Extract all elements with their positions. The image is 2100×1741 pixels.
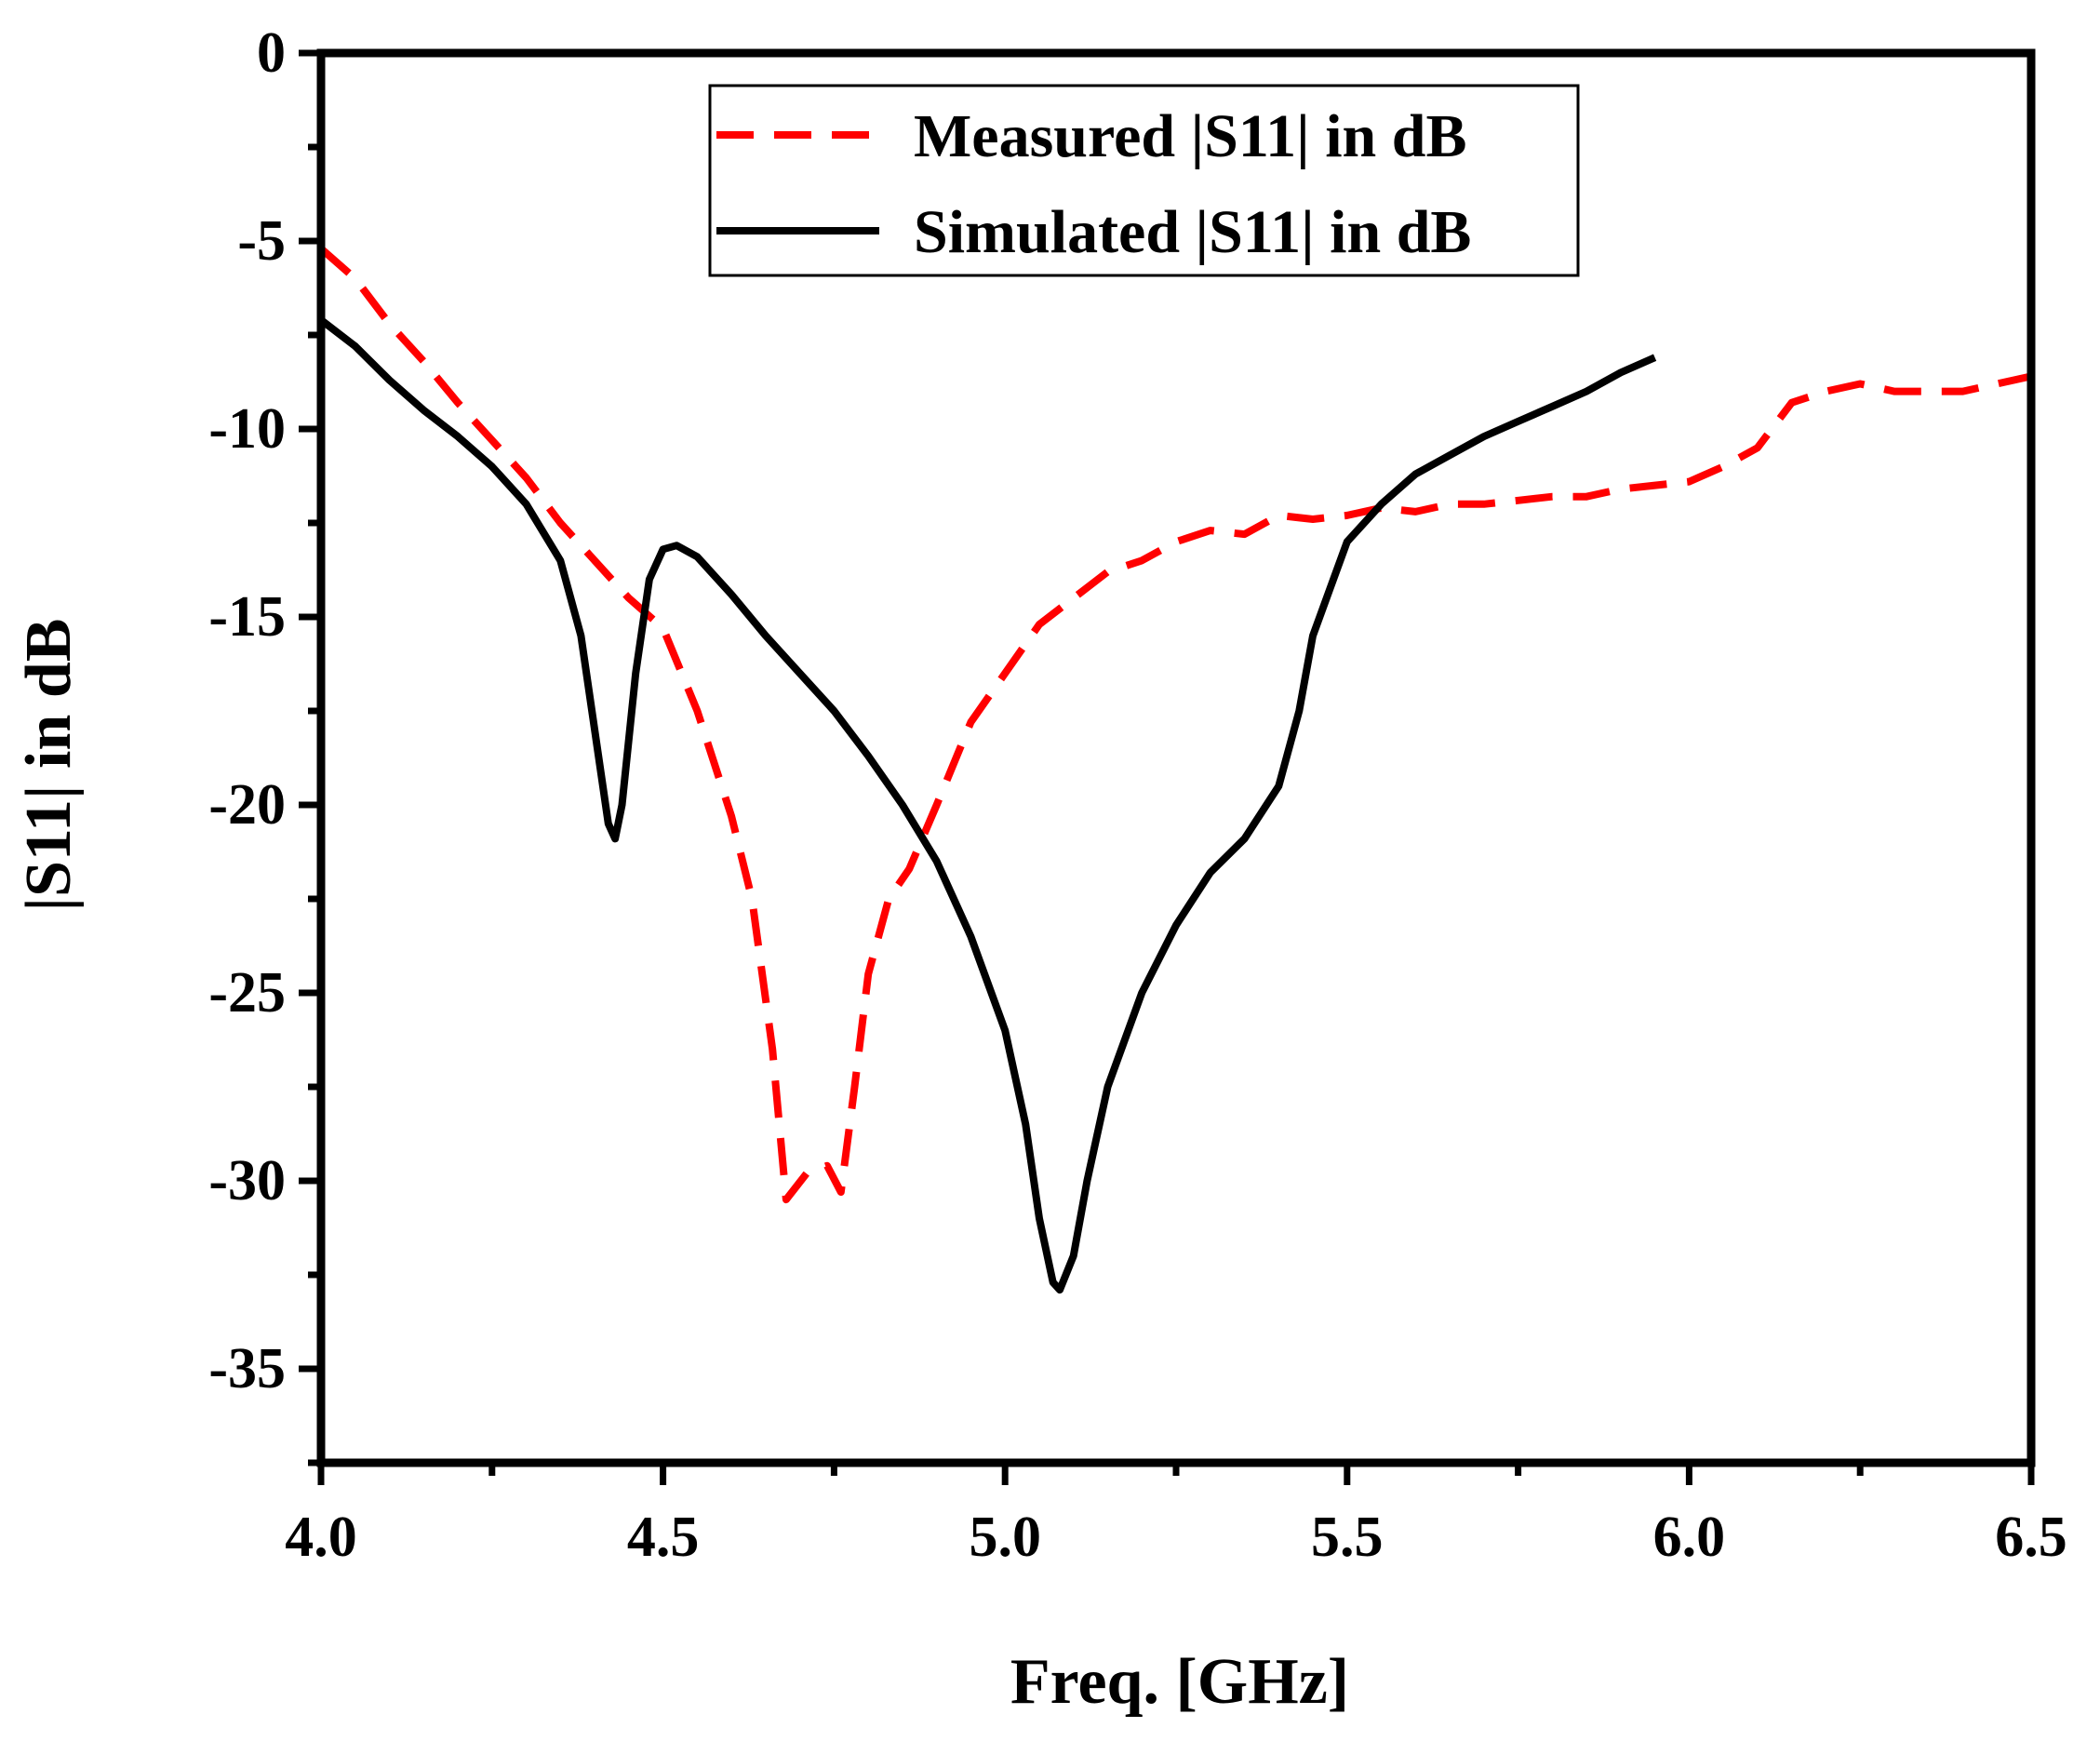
y-tick-label: -30 — [208, 1149, 286, 1212]
y-tick-label: -10 — [208, 397, 286, 461]
y-tick-label: -15 — [208, 585, 286, 649]
x-tick-label: 4.0 — [285, 1506, 357, 1569]
legend-simulated-label: Simulated |S11| in dB — [914, 198, 1471, 266]
x-tick-label: 4.5 — [627, 1506, 700, 1569]
y-tick-label: 0 — [257, 21, 286, 85]
x-tick-label: 6.5 — [1995, 1506, 2067, 1569]
y-tick-label: -35 — [208, 1337, 286, 1400]
plot-frame — [316, 48, 2036, 1467]
x-axis-title: Freq. [GHz] — [1010, 1646, 1349, 1718]
x-tick-label: 6.0 — [1653, 1506, 1726, 1569]
y-tick-label: -25 — [208, 961, 286, 1025]
simulated-s11-line — [318, 316, 1657, 1294]
measured-s11-line — [318, 246, 2032, 1204]
legend-box — [708, 84, 1580, 277]
legend-measured-label: Measured |S11| in dB — [914, 102, 1466, 170]
y-tick-label: -5 — [237, 209, 286, 273]
tick-labels: 4.0 4.5 5.0 5.5 6.0 6.5 0 -5 -10 -15 -20 -25 -30 -35 — [208, 21, 2067, 1569]
legend: Measured |S11| in dB Simulated |S11| in … — [708, 84, 1580, 277]
x-tick-label: 5.0 — [969, 1506, 1041, 1569]
y-axis-title: |S11| in dB — [13, 619, 85, 912]
y-tick-label: -20 — [208, 773, 286, 837]
series-layer — [318, 246, 2032, 1294]
x-tick-label: 5.5 — [1311, 1506, 1384, 1569]
